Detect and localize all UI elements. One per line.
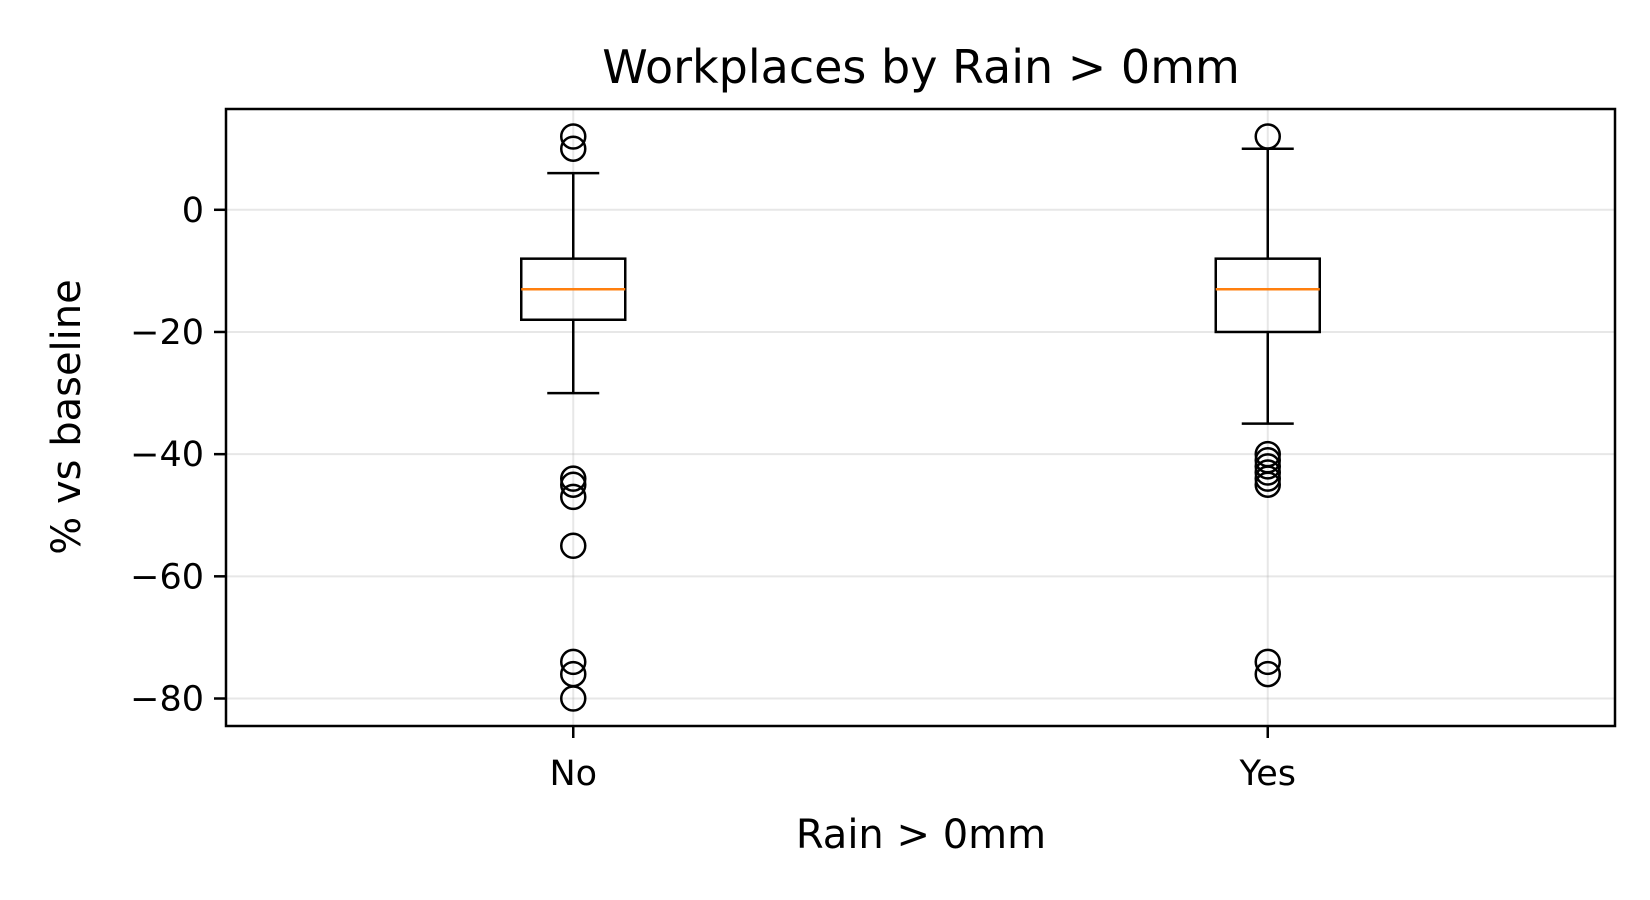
y-tick-label: −20 [130, 313, 204, 353]
y-axis: 0 −20 −40 −60 −80 [130, 191, 226, 720]
plot-frame [224, 107, 1617, 728]
outlier-point [1254, 465, 1281, 492]
chart-title: Workplaces by Rain > 0mm [602, 40, 1240, 94]
x-tick-label: Yes [1239, 754, 1297, 794]
outlier-point [560, 483, 587, 511]
x-axis: No Yes [549, 726, 1296, 794]
x-tick-label: No [549, 754, 597, 794]
outlier-point [560, 648, 587, 676]
outlier-point [560, 465, 587, 492]
outlier-point [560, 471, 587, 498]
y-tick-label: 0 [182, 191, 204, 231]
outlier-point [1254, 648, 1281, 676]
outlier-point [560, 123, 587, 150]
outlier-point [1254, 660, 1281, 688]
outlier-point [1254, 453, 1281, 480]
outlier-point [560, 685, 587, 712]
x-axis-label: Rain > 0mm [796, 812, 1046, 858]
box-group-yes [1214, 123, 1321, 688]
outlier-point [1254, 471, 1281, 498]
outlier-point [1254, 123, 1281, 150]
grid-lines [226, 109, 1615, 726]
y-tick-label: −40 [130, 435, 204, 475]
outlier-point [560, 135, 587, 162]
y-tick-label: −80 [130, 680, 204, 720]
boxes [520, 123, 1321, 712]
outlier-point [560, 532, 587, 560]
y-tick-label: −60 [130, 557, 204, 597]
iqr-box [1214, 257, 1321, 334]
y-axis-label: % vs baseline [44, 279, 90, 555]
box-group-no [520, 123, 627, 712]
outlier-point [1254, 459, 1281, 486]
